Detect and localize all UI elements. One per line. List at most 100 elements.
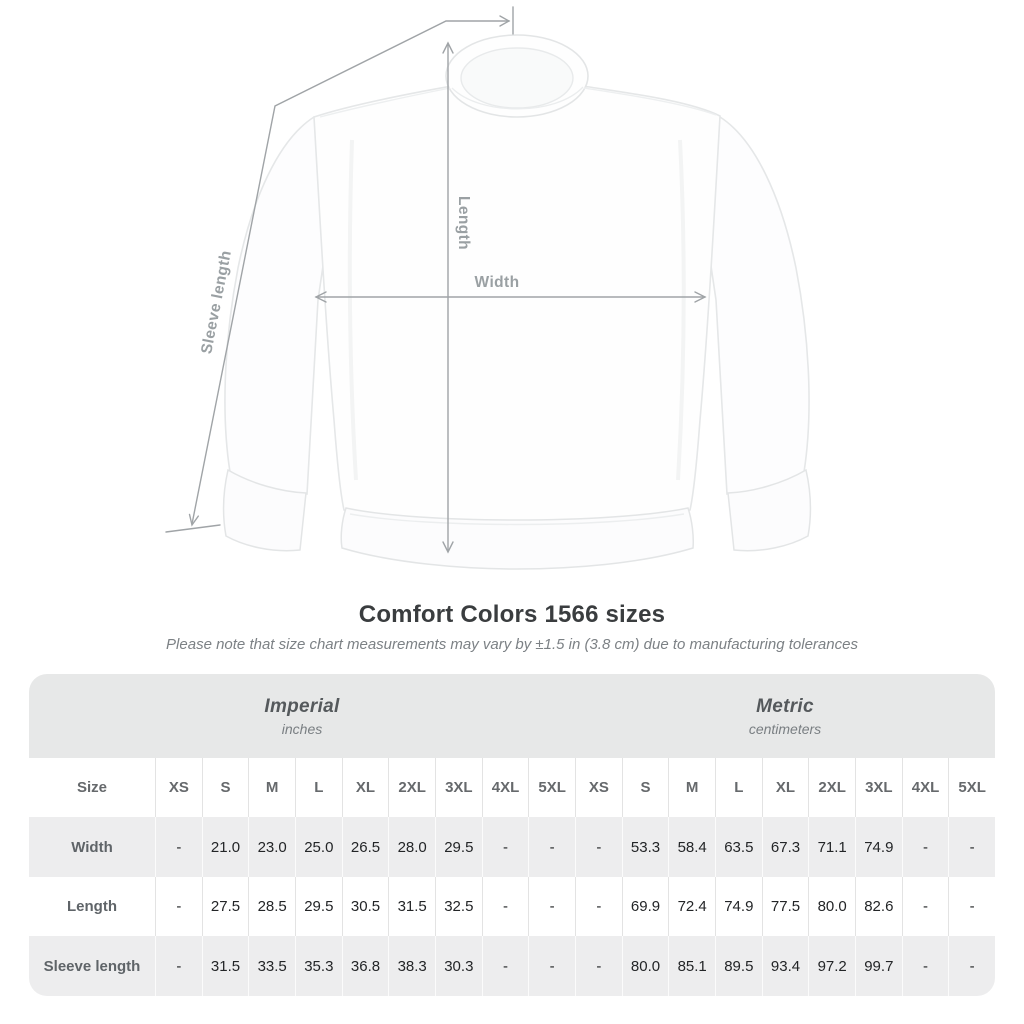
table-cell: - (948, 877, 995, 936)
table-cell: - (481, 877, 529, 936)
table-cell: - (575, 877, 622, 936)
table-cell: - (575, 936, 622, 996)
size-header: 2XL (808, 758, 855, 817)
table-cell: - (155, 936, 202, 996)
table-cell: - (948, 817, 995, 877)
size-header: 3XL (435, 758, 482, 817)
table-cell: 31.5 (388, 877, 435, 936)
table-cell: 63.5 (715, 817, 762, 877)
table-cell: 30.5 (341, 877, 389, 936)
row-label-length: Length (67, 898, 117, 915)
table-cell: 53.3 (621, 817, 669, 877)
table-cell: 99.7 (855, 936, 902, 996)
size-header: 4XL (481, 758, 529, 817)
size-header: 3XL (855, 758, 902, 817)
metric-title: Metric (756, 695, 814, 717)
right-cuff (727, 468, 812, 552)
table-cell: 82.6 (855, 877, 902, 936)
table-cell: 33.5 (248, 936, 295, 996)
table-cell: 74.9 (715, 877, 762, 936)
table-cell: 27.5 (201, 877, 249, 936)
table-cell: 58.4 (668, 817, 715, 877)
sweatshirt-illustration: Sleeve length Length Width (165, 6, 812, 570)
table-cell: 67.3 (761, 817, 809, 877)
torso (313, 85, 721, 531)
waistband (340, 507, 694, 570)
imperial-band: Imperial inches (29, 674, 575, 758)
table-cell: 38.3 (388, 936, 435, 996)
size-chart-table: Imperial inches Metric centimeters Size … (29, 674, 995, 996)
table-cell: 69.9 (621, 877, 669, 936)
table-cell: 21.0 (201, 817, 249, 877)
size-header: XS (155, 758, 202, 817)
table-cell: 28.0 (388, 817, 435, 877)
size-column-header: Size (76, 779, 107, 796)
imperial-title: Imperial (264, 695, 340, 717)
page-title: Comfort Colors 1566 sizes (358, 601, 666, 628)
size-header: XS (575, 758, 622, 817)
table-cell: 72.4 (668, 877, 715, 936)
row-label-width: Width (29, 817, 155, 877)
table-cell: - (481, 817, 529, 877)
width-label: Width (475, 274, 520, 291)
left-cuff (222, 468, 307, 552)
garment-measurement-diagram: Sleeve length Length Width (165, 6, 812, 570)
table-cell: 89.5 (715, 936, 762, 996)
tolerance-note: Please note that size chart measurements… (166, 636, 858, 653)
table-cell: - (575, 817, 622, 877)
table-cell: 35.3 (295, 936, 342, 996)
table-cell: - (948, 936, 995, 996)
size-header: M (248, 758, 295, 817)
size-header: XL (341, 758, 389, 817)
metric-band: Metric centimeters (575, 674, 995, 758)
table-cell: 30.3 (435, 936, 482, 996)
table-cell: - (528, 936, 575, 996)
size-header: L (715, 758, 762, 817)
size-header: M (668, 758, 715, 817)
collar-inner (460, 47, 574, 109)
size-header: 5XL (528, 758, 575, 817)
collar-seam (451, 86, 584, 110)
length-label: Length (455, 196, 472, 250)
right-crease (676, 139, 686, 481)
table-cell: 25.0 (295, 817, 342, 877)
table-cell: 31.5 (201, 936, 249, 996)
table-cell: 32.5 (435, 877, 482, 936)
table-cell: 74.9 (855, 817, 902, 877)
table-cell: 93.4 (761, 936, 809, 996)
table-cell: 97.2 (808, 936, 855, 996)
table-cell: 29.5 (435, 817, 482, 877)
size-header: S (621, 758, 669, 817)
size-header: XL (761, 758, 809, 817)
table-cell: - (901, 877, 949, 936)
table-cell: 28.5 (248, 877, 295, 936)
size-header: L (295, 758, 342, 817)
table-cell: 29.5 (295, 877, 342, 936)
table-cell: 71.1 (808, 817, 855, 877)
row-label-sleeve-length: Sleeve length (29, 936, 155, 996)
imperial-unit: inches (281, 720, 323, 737)
table-cell: 85.1 (668, 936, 715, 996)
table-cell: - (901, 936, 949, 996)
size-header: 5XL (948, 758, 995, 817)
width-arrow (314, 291, 707, 303)
table-cell: 26.5 (341, 817, 389, 877)
sleeve-length-arrow (165, 6, 514, 533)
size-header: 2XL (388, 758, 435, 817)
table-cell: - (528, 817, 575, 877)
right-shoulder-seam (583, 87, 717, 116)
table-cell: 36.8 (341, 936, 389, 996)
waistband-seam (349, 513, 685, 526)
table-cell: 80.0 (808, 877, 855, 936)
table-cell: - (155, 877, 202, 936)
table-cell: - (901, 817, 949, 877)
table-cell: 77.5 (761, 877, 809, 936)
left-shoulder-seam (319, 87, 451, 118)
table-cell: - (481, 936, 529, 996)
table-cell: 23.0 (248, 817, 295, 877)
size-header: S (201, 758, 249, 817)
metric-unit: centimeters (748, 720, 822, 737)
table-cell: - (528, 877, 575, 936)
table-cell: - (155, 817, 202, 877)
table-cell: 80.0 (621, 936, 669, 996)
